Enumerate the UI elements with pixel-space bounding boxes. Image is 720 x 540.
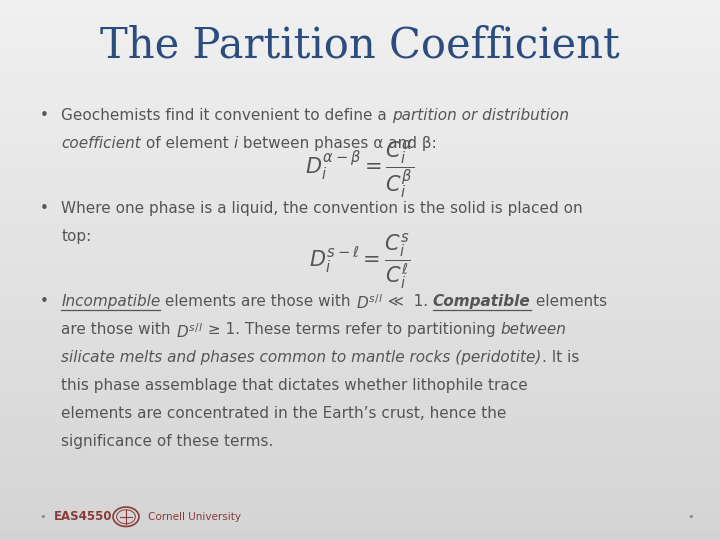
Text: elements: elements: [531, 294, 607, 309]
Text: elements are concentrated in the Earth’s crust, hence the: elements are concentrated in the Earth’s…: [61, 406, 507, 421]
Text: ≪  1.: ≪ 1.: [383, 294, 433, 309]
Text: •: •: [40, 512, 46, 522]
Text: are those with: are those with: [61, 322, 176, 337]
Text: top:: top:: [61, 229, 91, 244]
Text: ≪  1.: ≪ 1.: [383, 294, 433, 309]
Text: . It is: . It is: [541, 350, 579, 365]
Text: $D^{s/l}$: $D^{s/l}$: [356, 294, 383, 313]
Text: •: •: [40, 201, 48, 216]
Text: $D^{s/l}$: $D^{s/l}$: [176, 322, 202, 341]
Text: elements are those with: elements are those with: [161, 294, 356, 309]
Text: Where one phase is a liquid, the convention is the solid is placed on: Where one phase is a liquid, the convent…: [61, 201, 582, 216]
Text: •: •: [40, 294, 48, 309]
Text: Compatible: Compatible: [433, 294, 531, 309]
Text: •: •: [688, 512, 694, 522]
Text: this phase assemblage that dictates whether lithophile trace: this phase assemblage that dictates whet…: [61, 378, 528, 393]
Text: partition or distribution: partition or distribution: [392, 108, 569, 123]
Text: between: between: [500, 322, 566, 337]
Text: $D^{s/l}$: $D^{s/l}$: [356, 294, 383, 313]
Text: i: i: [233, 136, 238, 151]
Text: •: •: [40, 108, 48, 123]
Text: between phases α and β:: between phases α and β:: [238, 136, 436, 151]
Text: $D_i^{s-\ell} = \dfrac{C_i^{s}}{C_i^{\ell}}$: $D_i^{s-\ell} = \dfrac{C_i^{s}}{C_i^{\el…: [309, 232, 411, 292]
Text: silicate melts and phases common to mantle rocks (peridotite): silicate melts and phases common to mant…: [61, 350, 541, 365]
Text: ≥ 1. These terms refer to partitioning: ≥ 1. These terms refer to partitioning: [202, 322, 500, 337]
Text: Geochemists find it convenient to define a: Geochemists find it convenient to define…: [61, 108, 392, 123]
Text: EAS4550: EAS4550: [54, 510, 112, 523]
Text: of element: of element: [141, 136, 233, 151]
Text: Incompatible: Incompatible: [61, 294, 161, 309]
Text: $D_i^{\alpha-\beta} = \dfrac{C_i^{\alpha}}{C_i^{\beta}}$: $D_i^{\alpha-\beta} = \dfrac{C_i^{\alpha…: [305, 139, 415, 201]
Text: coefficient: coefficient: [61, 136, 141, 151]
Text: Compatible: Compatible: [433, 294, 531, 309]
Text: Cornell University: Cornell University: [148, 512, 240, 522]
Text: significance of these terms.: significance of these terms.: [61, 434, 274, 449]
Text: The Partition Coefficient: The Partition Coefficient: [100, 24, 620, 66]
Text: elements are those with: elements are those with: [161, 294, 356, 309]
